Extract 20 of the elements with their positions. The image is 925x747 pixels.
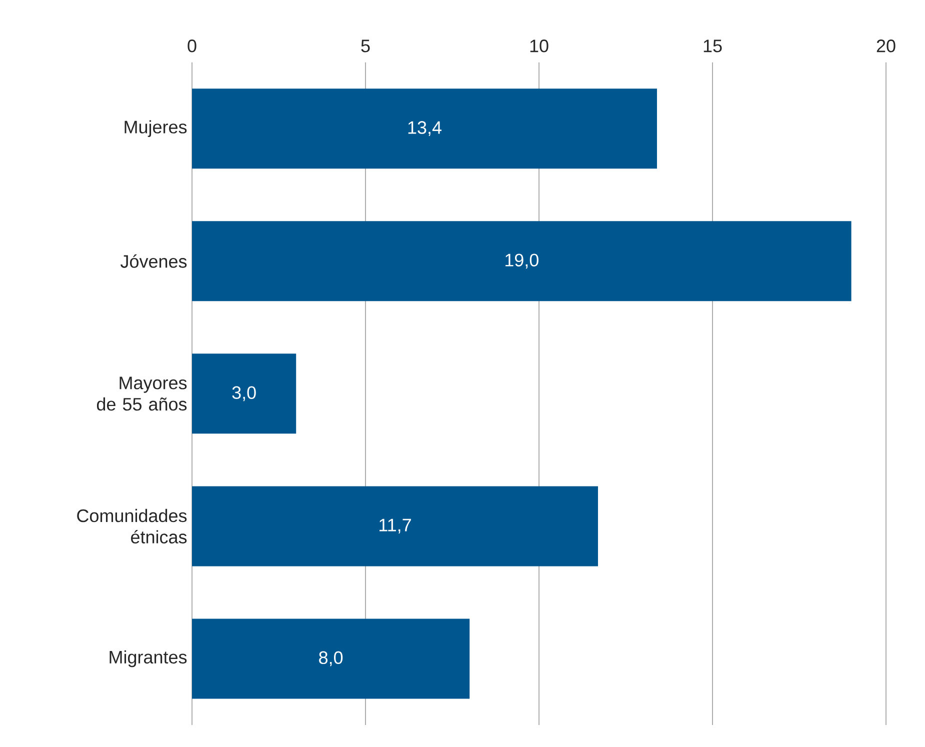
bar	[192, 486, 598, 566]
y-tick-label: Jóvenes	[120, 254, 187, 268]
bar	[192, 354, 296, 434]
bar	[192, 221, 852, 302]
bar	[192, 88, 657, 169]
y-tick-label: Mayores de 55 años	[96, 376, 187, 411]
x-tick-label: 10	[530, 40, 548, 52]
y-tick-label: Migrantes	[110, 650, 187, 668]
x-tick-label: 20	[876, 40, 896, 52]
x-tick-label: 5	[361, 40, 370, 52]
data-label: 13,4	[408, 121, 442, 136]
x-tick-label: 0	[188, 40, 196, 52]
data-label: 19,0	[506, 254, 538, 269]
x-tick-label: 15	[704, 40, 722, 52]
y-tick-label: Comunidades étnicas	[77, 508, 187, 544]
bar	[192, 618, 470, 699]
data-label: 3,0	[232, 386, 256, 402]
y-tick-label: Mujeres	[124, 120, 187, 138]
data-label: 8,0	[319, 651, 343, 666]
data-label: 11,7	[380, 518, 411, 534]
